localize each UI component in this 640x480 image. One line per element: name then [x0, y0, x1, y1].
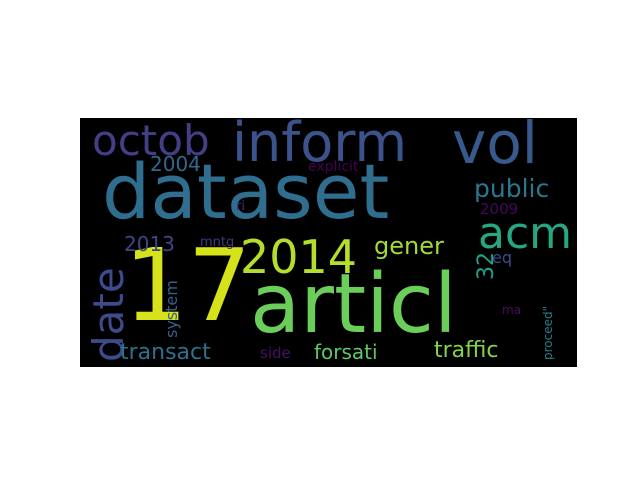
- word-inform: inform: [232, 118, 408, 174]
- word-2009: 2009: [480, 200, 519, 218]
- word-public: public: [474, 174, 550, 203]
- word-explicit: explicit: [308, 159, 359, 175]
- word-gener: gener: [374, 232, 444, 260]
- word-17: 17: [124, 227, 252, 344]
- word-dataset: dataset: [102, 147, 390, 236]
- word-cloud: dataset 17 articl inform vol octob acm 2…: [80, 118, 577, 367]
- word-traffic: traffic: [434, 338, 499, 363]
- word-mntg: mntg: [200, 235, 235, 250]
- word-ma: ma: [502, 303, 522, 317]
- word-2014: 2014: [240, 230, 358, 284]
- word-2013: 2013: [124, 232, 175, 256]
- word-2004: 2004: [150, 152, 201, 176]
- word-eq: eq: [492, 248, 512, 267]
- word-transact: transact: [120, 340, 211, 365]
- word-acm: acm: [478, 208, 573, 259]
- word-ri: ri: [236, 199, 245, 214]
- word-system: system: [162, 280, 181, 338]
- word-vol: vol: [452, 118, 538, 177]
- word-articl: articl: [250, 257, 457, 352]
- word-forsati: forsati: [314, 340, 378, 364]
- word-side: side: [260, 344, 291, 362]
- word-octob: octob: [92, 118, 210, 165]
- word-proceed: proceed": [541, 305, 555, 360]
